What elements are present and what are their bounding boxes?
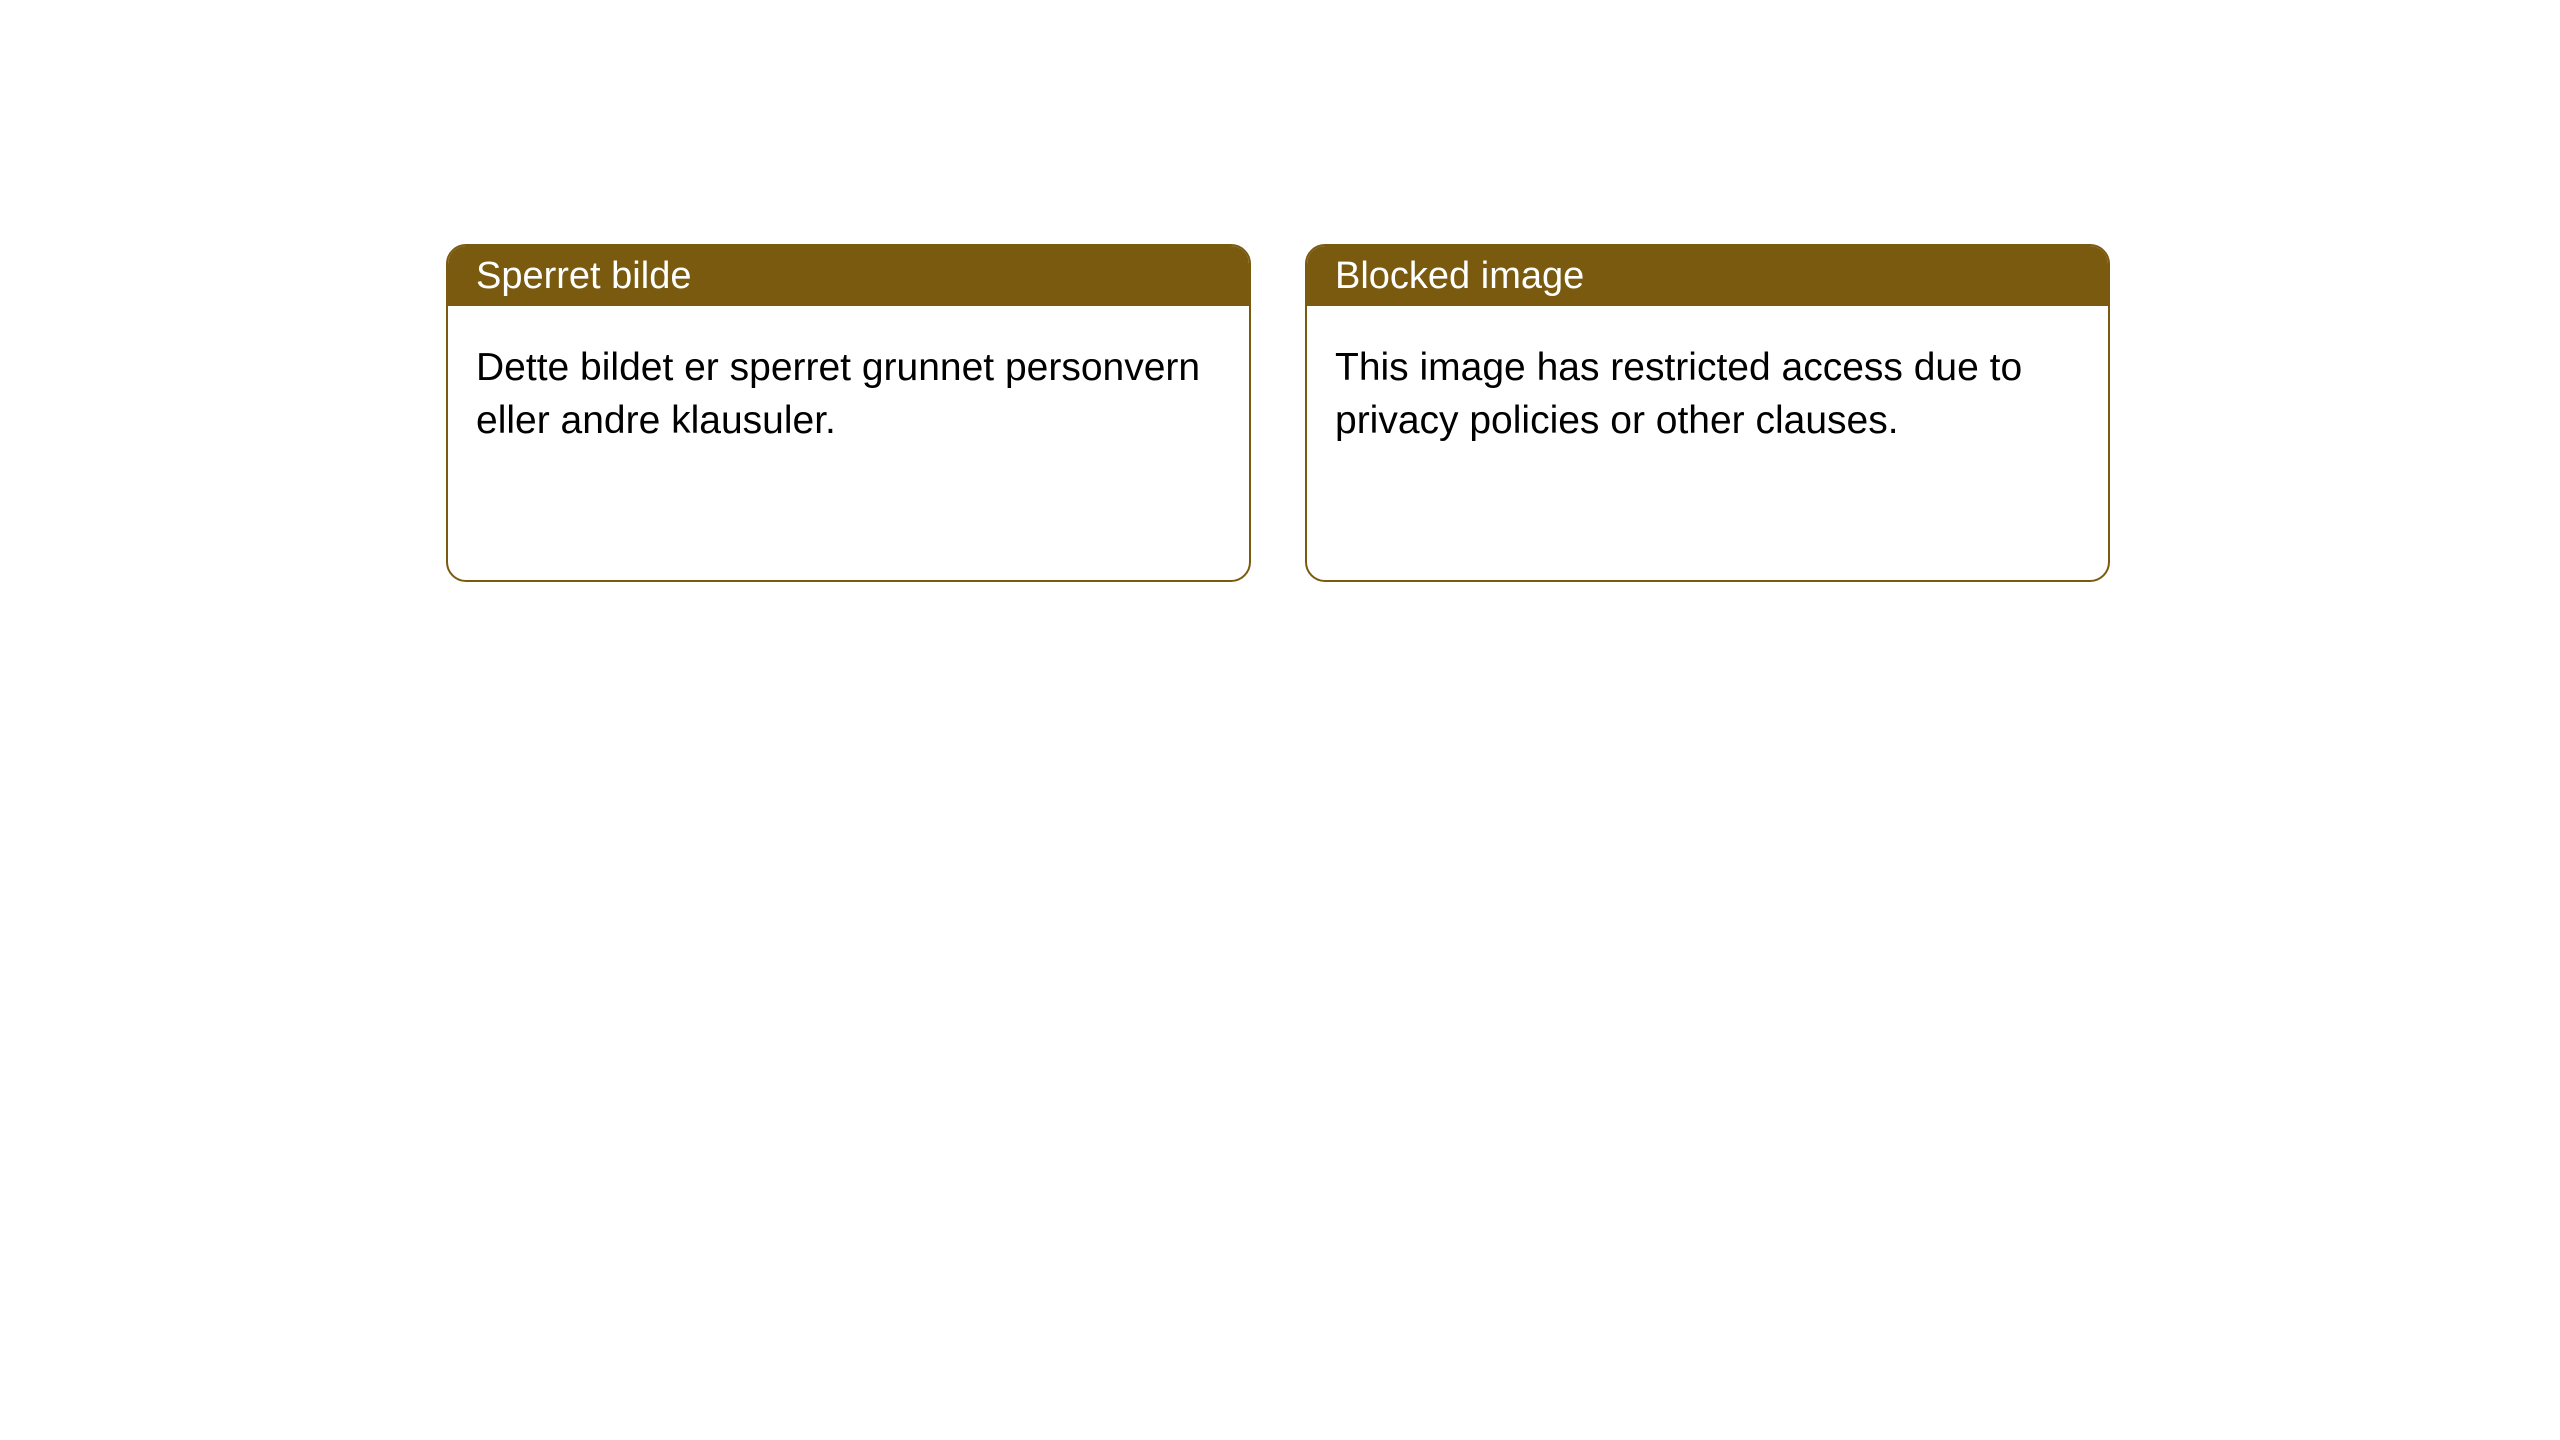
notice-card-norwegian: Sperret bilde Dette bildet er sperret gr…	[446, 244, 1251, 582]
notice-header: Blocked image	[1307, 246, 2108, 306]
notice-body: This image has restricted access due to …	[1307, 306, 2108, 483]
notice-body-text: Dette bildet er sperret grunnet personve…	[476, 346, 1200, 442]
notice-title: Sperret bilde	[476, 255, 691, 298]
notice-body-text: This image has restricted access due to …	[1335, 346, 2022, 442]
notice-body: Dette bildet er sperret grunnet personve…	[448, 306, 1249, 483]
notice-container: Sperret bilde Dette bildet er sperret gr…	[0, 0, 2560, 582]
notice-header: Sperret bilde	[448, 246, 1249, 306]
notice-title: Blocked image	[1335, 255, 1584, 298]
notice-card-english: Blocked image This image has restricted …	[1305, 244, 2110, 582]
